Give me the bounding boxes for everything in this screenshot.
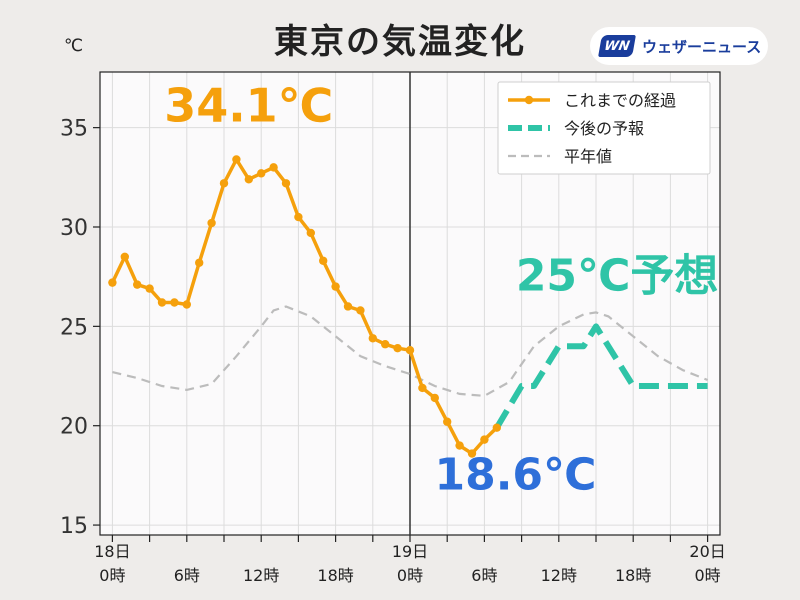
y-tick-label: 20: [60, 415, 88, 440]
observed-point: [157, 298, 167, 307]
x-tick-label: 12時: [243, 566, 279, 585]
observed-point: [418, 383, 427, 393]
observed-point: [455, 441, 464, 450]
x-tick-label: 18時: [615, 566, 651, 585]
observed-point: [207, 218, 216, 228]
y-tick-label: 15: [60, 514, 88, 539]
observed-point: [480, 435, 489, 444]
observed-point: [430, 393, 439, 403]
x-tick-label: 0時: [397, 566, 423, 585]
observed-point: [443, 417, 452, 426]
observed-point: [281, 179, 291, 188]
observed-point: [170, 298, 179, 307]
observed-point: [182, 300, 191, 309]
x-tick-label: 6時: [174, 566, 200, 585]
observed-point: [368, 334, 377, 343]
x-tick-label: 0時: [695, 566, 721, 585]
x-tick-label: 20日: [689, 542, 725, 561]
observed-point: [492, 423, 501, 432]
observed-point: [133, 280, 142, 289]
observed-point: [294, 212, 303, 222]
legend-label: 平年値: [564, 147, 612, 166]
observed-point: [319, 256, 328, 265]
observed-point: [145, 284, 154, 293]
observed-point: [120, 252, 129, 262]
y-tick-label: 30: [60, 216, 88, 241]
observed-point: [467, 449, 477, 458]
observed-point: [269, 163, 278, 172]
observed-point: [331, 282, 340, 291]
observed-point: [219, 179, 229, 188]
y-tick-label: 35: [60, 117, 88, 142]
legend-label: これまでの経過: [564, 91, 676, 110]
brand-badge: WN ウェザーニュース: [590, 27, 768, 65]
observed-point: [306, 228, 315, 238]
x-tick-label: 18時: [317, 566, 353, 585]
brand-name: ウェザーニュース: [642, 37, 762, 56]
observed-point: [356, 306, 365, 315]
observed-point: [195, 258, 204, 267]
legend-label: 今後の予報: [564, 119, 644, 138]
legend-box: [497, 81, 711, 175]
series-line-normal: [112, 305, 709, 398]
observed-point: [405, 345, 415, 355]
observed-point: [108, 278, 117, 287]
x-tick-label: 18日: [94, 542, 130, 561]
x-tick-label: 6時: [471, 566, 497, 585]
observed-point: [257, 169, 266, 178]
chart-title: 東京の気温変化: [274, 22, 526, 62]
observed-point: [244, 175, 253, 184]
x-tick-label: 0時: [99, 566, 125, 585]
y-tick-label: 25: [60, 315, 88, 340]
observed-point: [393, 344, 402, 353]
annotation-min: 18.6℃: [434, 449, 596, 500]
y-unit-label: ℃: [64, 36, 84, 56]
observed-point: [381, 340, 390, 349]
annotation-max: 34.1℃: [164, 79, 333, 133]
legend-marker-observed: [524, 95, 534, 105]
x-tick-label: 19日: [392, 542, 428, 561]
x-tick-label: 12時: [541, 566, 577, 585]
observed-point: [343, 302, 353, 311]
observed-point: [232, 155, 241, 164]
annotation-forecast: 25℃予想: [516, 251, 719, 302]
series-line-forecast: [494, 323, 708, 430]
